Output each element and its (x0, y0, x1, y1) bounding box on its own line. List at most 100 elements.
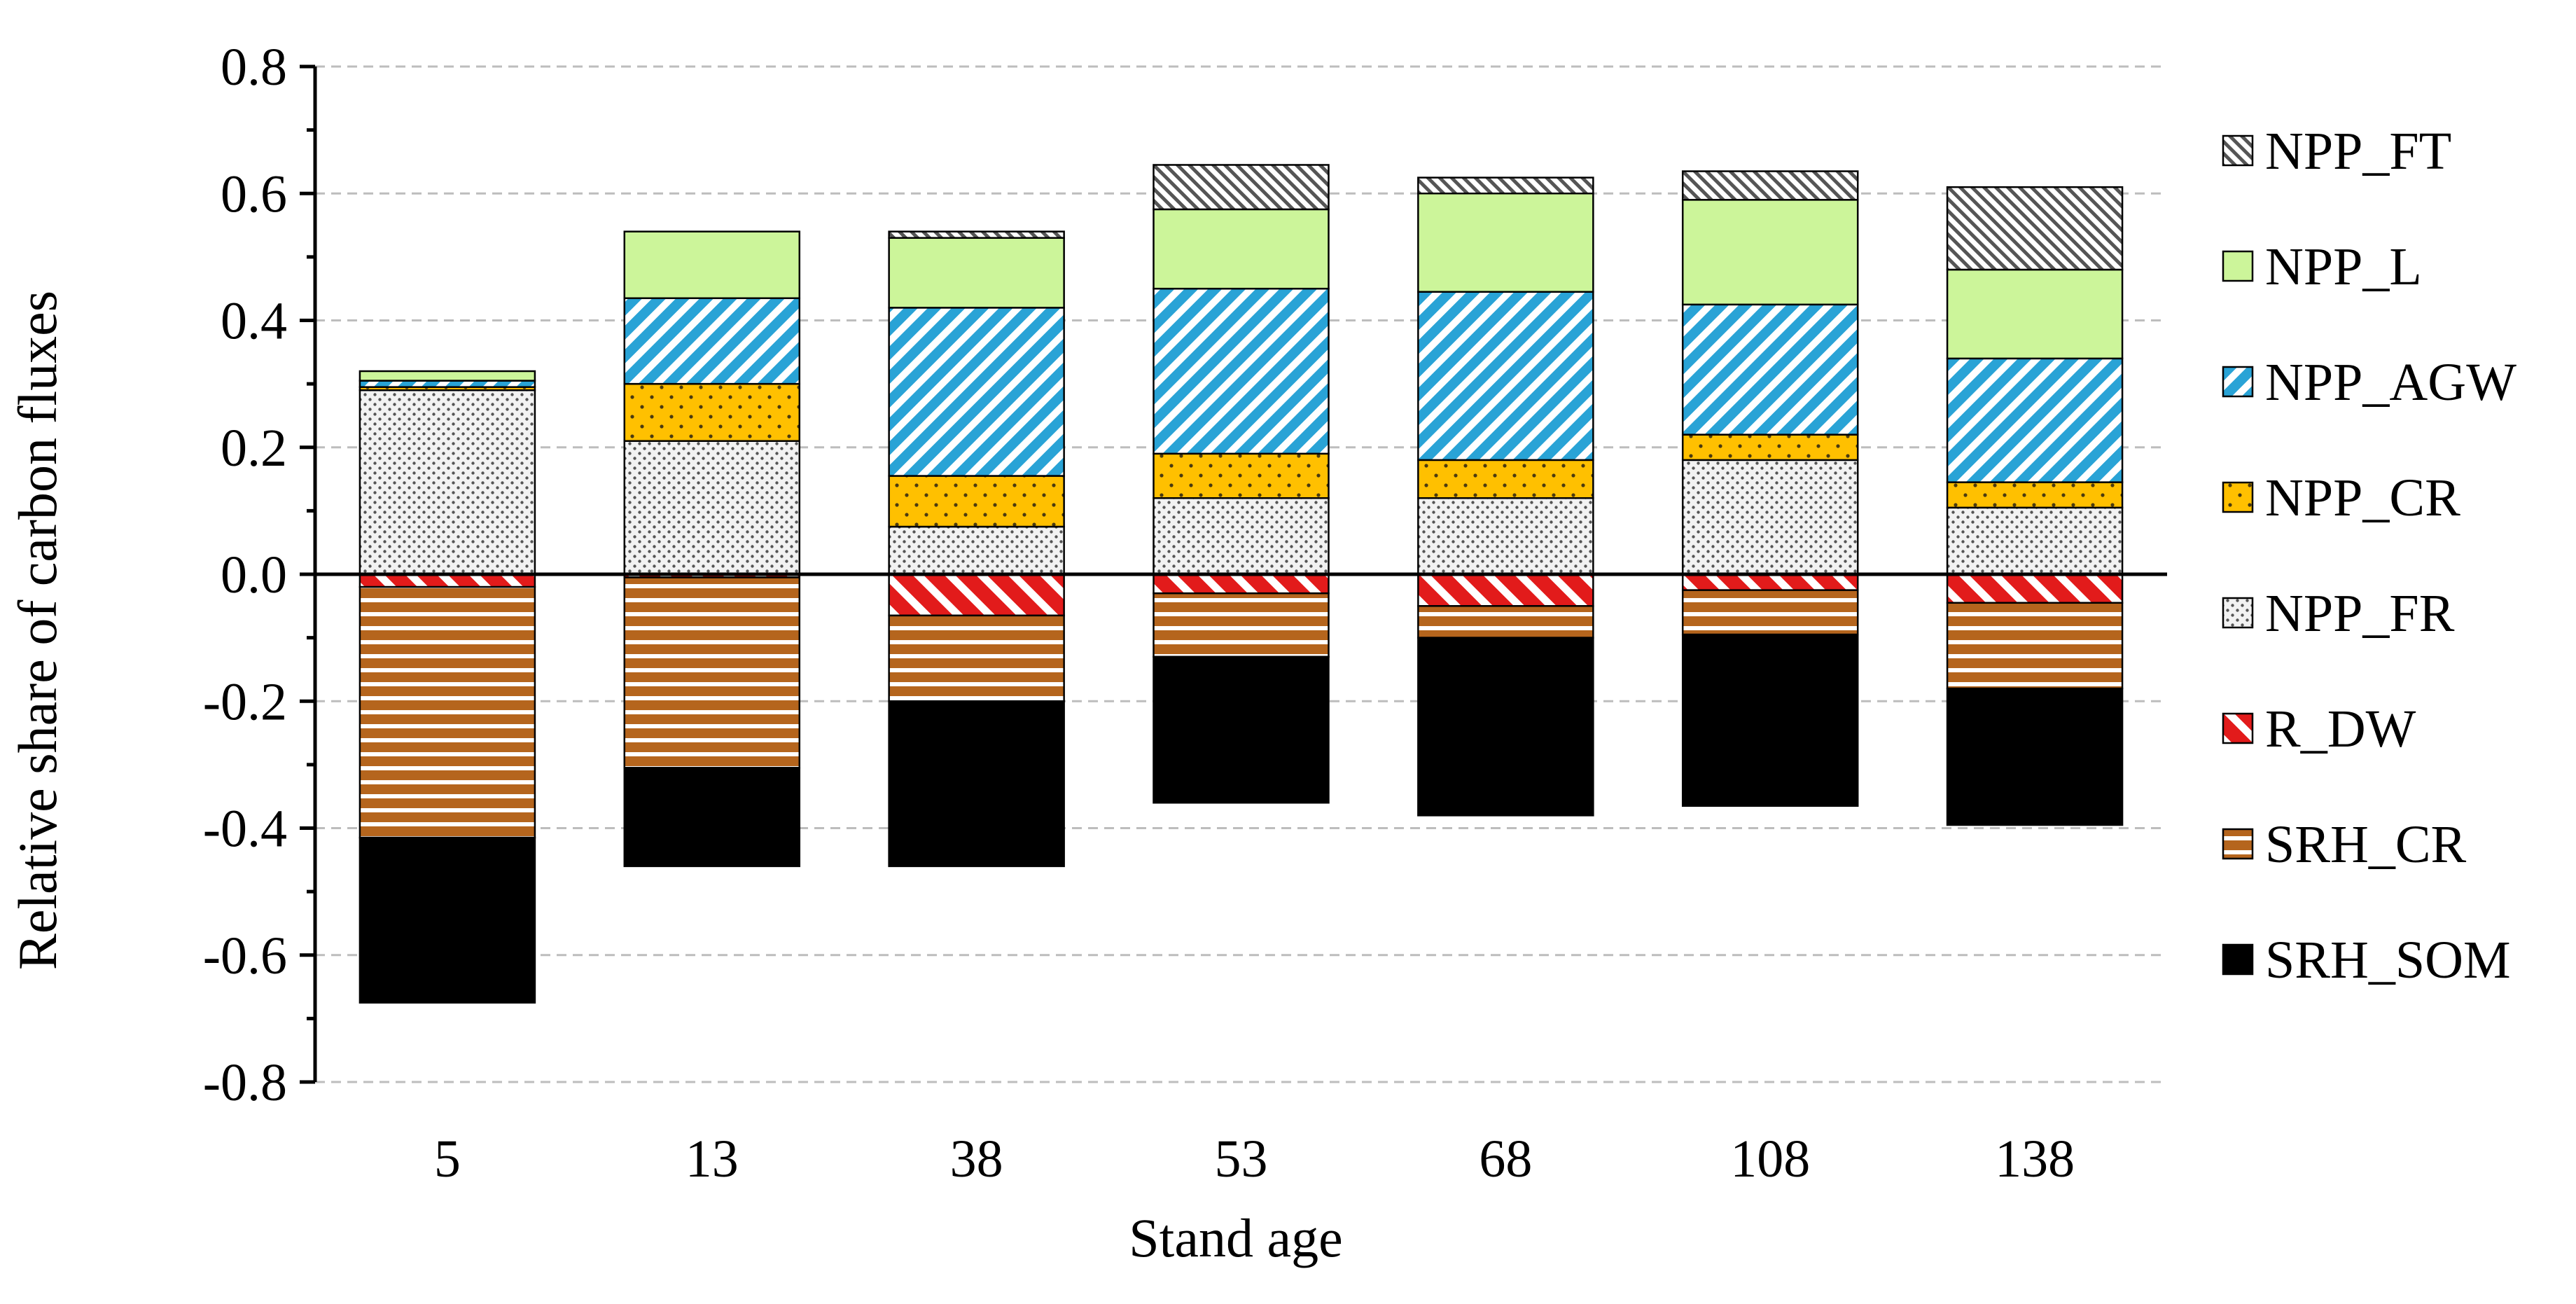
bar-npp-cr-108 (1681, 433, 1859, 462)
legend-label: SRH_CR (2265, 815, 2467, 874)
x-tick-label: 138 (1995, 1130, 2075, 1188)
x-tick-label: 5 (434, 1130, 461, 1188)
bar-npp-fr-5 (358, 389, 536, 576)
legend-item-npp-cr: NPP_CR (2222, 469, 2460, 527)
bar-srh-cr-108 (1681, 589, 1859, 636)
legend-label: R_DW (2265, 700, 2416, 758)
bar-npp-l-138 (1946, 268, 2124, 360)
bar-srh-som-13 (623, 767, 801, 868)
bar-npp-fr-138 (1946, 506, 2124, 576)
bar-npp-ft-108 (1681, 170, 1859, 201)
bar-r-dw-38 (888, 573, 1065, 617)
bar-npp-ft-68 (1417, 176, 1594, 195)
legend-item-srh-cr: SRH_CR (2222, 815, 2467, 874)
bar-r-dw-108 (1681, 573, 1859, 591)
x-tick-label: 53 (1215, 1130, 1268, 1188)
y-tick-label: 0.2 (221, 419, 287, 478)
bar-srh-som-108 (1681, 633, 1859, 807)
bar-npp-agw-38 (888, 307, 1065, 477)
bar-stack-138 (1946, 186, 2124, 826)
bar-stack-5 (358, 370, 536, 1004)
y-tick-label: 0.4 (221, 292, 287, 351)
bar-npp-cr-68 (1417, 459, 1594, 499)
y-tick-labels: 0.8 0.6 0.4 0.2 0.0 -0.2 -0.4 -0.6 -0.8 (203, 38, 287, 1112)
axes (300, 64, 2167, 1084)
bar-npp-agw-68 (1417, 291, 1594, 462)
legend-item-srh-som: SRH_SOM (2222, 931, 2511, 990)
x-tick-label: 13 (685, 1130, 739, 1188)
bar-npp-ft-53 (1153, 164, 1330, 211)
legend-label: NPP_CR (2265, 469, 2460, 527)
y-tick-label: -0.4 (203, 800, 287, 859)
bar-srh-cr-38 (888, 614, 1065, 702)
bar-srh-som-5 (358, 836, 536, 1004)
bar-srh-cr-138 (1946, 602, 2124, 690)
bar-npp-cr-138 (1946, 481, 2124, 509)
bar-stack-13 (623, 230, 801, 868)
legend-swatch-r-dw (2222, 712, 2254, 744)
legend-swatch-srh-som (2222, 943, 2254, 976)
legend-label: NPP_FR (2265, 584, 2455, 643)
bar-srh-cr-13 (623, 576, 801, 769)
legend-swatch-srh-cr (2222, 828, 2254, 860)
bar-r-dw-5 (358, 573, 536, 588)
y-tick-label: -0.2 (203, 672, 287, 731)
y-tick-label: 0.0 (221, 546, 287, 604)
bar-npp-fr-13 (623, 440, 801, 576)
bar-npp-agw-138 (1946, 357, 2124, 483)
legend: NPP_FT NPP_L NPP_AGW NPP_CR NPP_FR R_DW SRH_CR… (2222, 122, 2516, 990)
legend-label: NPP_AGW (2265, 353, 2516, 412)
bar-npp-agw-53 (1153, 287, 1330, 455)
bar-stack-68 (1417, 176, 1594, 817)
bar-r-dw-68 (1417, 573, 1594, 607)
bar-srh-som-53 (1153, 656, 1330, 804)
x-axis-title: Stand age (1129, 1207, 1342, 1268)
bar-npp-l-108 (1681, 199, 1859, 306)
bar-srh-cr-53 (1153, 592, 1330, 658)
bar-stack-108 (1681, 170, 1859, 807)
bar-srh-som-138 (1946, 687, 2124, 826)
legend-swatch-npp-fr (2222, 597, 2254, 629)
x-tick-label: 38 (950, 1130, 1003, 1188)
bar-srh-cr-5 (358, 585, 536, 839)
bar-npp-fr-108 (1681, 459, 1859, 576)
x-tick-label: 108 (1730, 1130, 1810, 1188)
legend-label: NPP_FT (2265, 122, 2451, 181)
legend-item-npp-ft: NPP_FT (2222, 122, 2451, 181)
bar-npp-cr-38 (888, 475, 1065, 528)
bar-r-dw-138 (1946, 573, 2124, 604)
bar-srh-som-38 (888, 700, 1065, 868)
bar-stacks (358, 164, 2124, 1004)
bar-npp-fr-53 (1153, 497, 1330, 576)
bar-npp-cr-53 (1153, 452, 1330, 499)
bar-stack-38 (888, 230, 1065, 868)
y-tick-label: -0.8 (203, 1053, 287, 1112)
legend-item-npp-fr: NPP_FR (2222, 584, 2455, 643)
legend-swatch-npp-ft (2222, 134, 2254, 167)
y-axis-title: Relative share of carbon fluxes (7, 291, 68, 970)
y-tick-label: 0.8 (221, 38, 287, 97)
y-tick-label: -0.6 (203, 927, 287, 985)
y-tick-label: 0.6 (221, 165, 287, 223)
legend-label: SRH_SOM (2265, 931, 2511, 990)
legend-item-npp-agw: NPP_AGW (2222, 353, 2516, 412)
legend-swatch-npp-cr (2222, 481, 2254, 513)
bar-npp-l-38 (888, 237, 1065, 309)
bar-npp-agw-13 (623, 297, 801, 385)
bar-r-dw-53 (1153, 573, 1330, 595)
bar-srh-som-68 (1417, 637, 1594, 817)
x-tick-label: 68 (1479, 1130, 1532, 1188)
bar-npp-cr-13 (623, 382, 801, 442)
legend-item-r-dw: R_DW (2222, 700, 2416, 758)
legend-swatch-npp-l (2222, 250, 2254, 282)
bar-npp-ft-138 (1946, 186, 2124, 271)
bar-stack-53 (1153, 164, 1330, 804)
bar-npp-ft-38 (888, 230, 1065, 239)
bar-npp-fr-68 (1417, 497, 1594, 576)
legend-label: NPP_L (2265, 237, 2422, 296)
legend-swatch-npp-agw (2222, 366, 2254, 398)
bar-npp-l-53 (1153, 208, 1330, 290)
bar-npp-agw-108 (1681, 303, 1859, 436)
x-tick-labels: 5 13 38 53 68 108 138 (434, 1130, 2075, 1188)
